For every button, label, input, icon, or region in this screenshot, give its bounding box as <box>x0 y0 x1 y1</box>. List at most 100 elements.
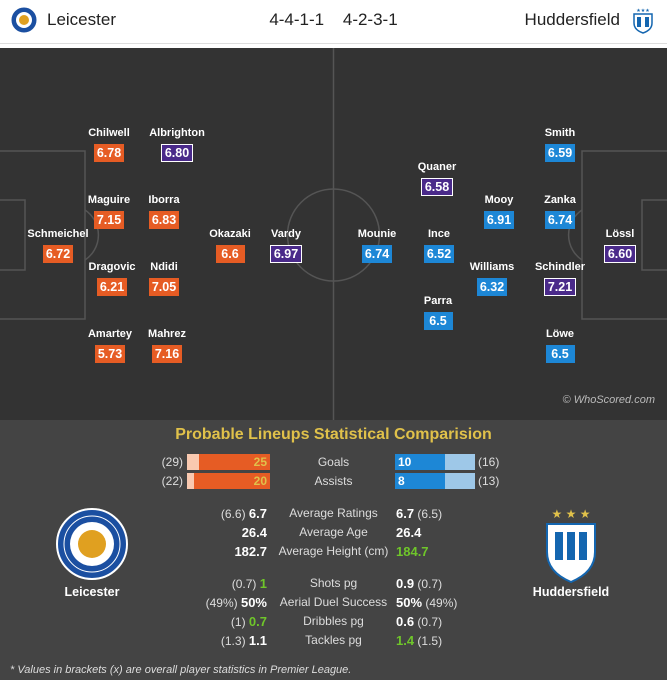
player-name: Iborra <box>129 194 199 209</box>
svg-text:★ ★ ★: ★ ★ ★ <box>552 507 591 521</box>
home-formation: 4-4-1-1 <box>269 10 324 29</box>
stat-row-dribbles: (1) 0.7 Dribbles pg 0.6 (0.7) <box>0 612 667 630</box>
player-quaner[interactable]: Quaner 6.58 <box>402 161 472 196</box>
home-overall: (1.3) <box>221 634 246 648</box>
player-name: Mooy <box>464 194 534 209</box>
player-name: Albrighton <box>142 127 212 142</box>
stat-row-assists: (22) 20 Assists 8 (13) <box>0 472 667 490</box>
away-overall: (16) <box>478 455 499 469</box>
player-name: Williams <box>457 261 527 276</box>
player-rating: 6.80 <box>161 144 193 162</box>
player-mounie[interactable]: Mounie 6.74 <box>342 228 412 263</box>
player-rating: 6.5 <box>424 312 453 330</box>
stat-label: Average Age <box>260 525 407 539</box>
player-name: Schmeichel <box>23 228 93 243</box>
player-rating: 6.59 <box>545 144 575 162</box>
player-name: Lössl <box>585 228 655 243</box>
player-name: Mounie <box>342 228 412 243</box>
player-name: Quaner <box>402 161 472 176</box>
player-rating: 7.05 <box>149 278 179 296</box>
player-rating: 7.16 <box>152 345 182 363</box>
home-overall: (29) <box>162 455 183 469</box>
home-overall: (1) <box>231 615 246 629</box>
player-schmeichel[interactable]: Schmeichel 6.72 <box>23 228 93 263</box>
away-stat: 0.9 (0.7) <box>396 576 442 591</box>
leicester-crest-icon <box>56 504 128 584</box>
away-value: 10 <box>398 455 411 469</box>
player-rating: 6.60 <box>604 245 636 263</box>
player-rating: 6.74 <box>362 245 392 263</box>
stats-title: Probable Lineups Statistical Comparision <box>0 426 667 444</box>
player-rating: 6.74 <box>545 211 575 229</box>
away-overall: (6.5) <box>417 507 442 521</box>
player-rating: 6.97 <box>270 245 302 263</box>
away-value: 184.7 <box>396 544 429 559</box>
away-value: 1.4 <box>396 633 414 648</box>
home-bar: 20 <box>187 473 270 489</box>
huddersfield-crest-icon: ★★★ <box>629 6 657 34</box>
stat-row-tackles: (1.3) 1.1 Tackles pg 1.4 (1.5) <box>0 631 667 649</box>
away-stat: 1.4 (1.5) <box>396 633 442 648</box>
player-vardy[interactable]: Vardy 6.97 <box>251 228 321 263</box>
player-williams[interactable]: Williams 6.32 <box>457 261 527 296</box>
pitch-lines <box>0 48 667 420</box>
home-stat: (49%) 50% <box>206 595 267 610</box>
player-smith[interactable]: Smith 6.59 <box>525 127 595 162</box>
away-overall: (49%) <box>425 596 457 610</box>
away-stat: 50% (49%) <box>396 595 457 610</box>
away-value: 8 <box>398 474 405 488</box>
player-name: Chilwell <box>74 127 144 142</box>
player-mahrez[interactable]: Mahrez 7.16 <box>132 328 202 363</box>
stat-label: Dribbles pg <box>260 614 407 628</box>
away-bar: 8 <box>395 473 475 489</box>
home-overall: (6.6) <box>221 507 246 521</box>
player-rating: 6.83 <box>149 211 179 229</box>
away-value: 0.6 <box>396 614 414 629</box>
player-lossl[interactable]: Lössl 6.60 <box>585 228 655 263</box>
away-formation: 4-2-3-1 <box>343 10 398 29</box>
player-ince[interactable]: Ince 6.52 <box>404 228 474 263</box>
player-rating: 6.72 <box>43 245 73 263</box>
stat-row-goals: (29) 25 Goals 10 (16) <box>0 453 667 471</box>
home-overall: (49%) <box>206 596 238 610</box>
home-overall: (22) <box>162 474 183 488</box>
player-name: Schindler <box>525 261 595 276</box>
player-name: Ndidi <box>129 261 199 276</box>
player-rating: 7.15 <box>94 211 124 229</box>
player-iborra[interactable]: Iborra 6.83 <box>129 194 199 229</box>
stat-label: Average Ratings <box>260 506 407 520</box>
player-name: Löwe <box>525 328 595 343</box>
player-lowe[interactable]: Löwe 6.5 <box>525 328 595 363</box>
away-overall: (0.7) <box>417 615 442 629</box>
player-rating: 5.73 <box>95 345 125 363</box>
player-albrighton[interactable]: Albrighton 6.80 <box>142 127 212 162</box>
player-rating: 6.91 <box>484 211 514 229</box>
away-team-name[interactable]: Huddersfield <box>525 10 620 30</box>
home-bar: 25 <box>187 454 270 470</box>
match-header: Leicester 4-4-1-1 4-2-3-1 Huddersfield ★… <box>0 0 667 44</box>
player-mooy[interactable]: Mooy 6.91 <box>464 194 534 229</box>
player-chilwell[interactable]: Chilwell 6.78 <box>74 127 144 162</box>
player-zanka[interactable]: Zanka 6.74 <box>525 194 595 229</box>
stat-label: Average Height (cm) <box>260 544 407 558</box>
stat-label: Tackles pg <box>260 633 407 647</box>
away-value: 26.4 <box>396 525 421 540</box>
away-overall: (1.5) <box>417 634 442 648</box>
player-rating: 6.52 <box>424 245 454 263</box>
stat-label: Shots pg <box>260 576 407 590</box>
player-name: Parra <box>403 295 473 310</box>
player-parra[interactable]: Parra 6.5 <box>403 295 473 330</box>
home-team-label: Leicester <box>37 585 147 599</box>
watermark: © WhoScored.com <box>563 394 655 406</box>
svg-text:★★★: ★★★ <box>636 8 650 14</box>
away-bar: 10 <box>395 454 475 470</box>
stats-panel: Probable Lineups Statistical Comparision… <box>0 420 667 680</box>
player-rating: 6.58 <box>421 178 453 196</box>
away-overall: (13) <box>478 474 499 488</box>
player-ndidi[interactable]: Ndidi 7.05 <box>129 261 199 296</box>
away-value: 6.7 <box>396 506 414 521</box>
away-value: 0.9 <box>396 576 414 591</box>
away-value: 50% <box>396 595 422 610</box>
player-rating: 6.21 <box>97 278 127 296</box>
player-schindler[interactable]: Schindler 7.21 <box>525 261 595 296</box>
